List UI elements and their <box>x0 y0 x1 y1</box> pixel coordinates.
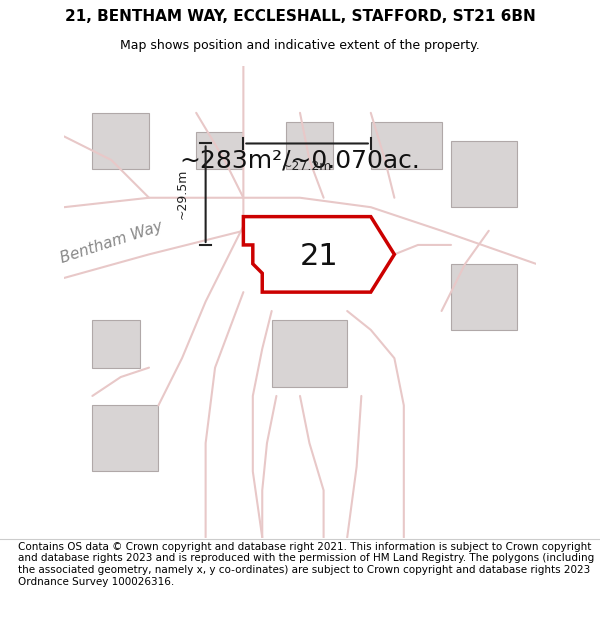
Polygon shape <box>196 132 244 169</box>
Polygon shape <box>244 217 394 292</box>
Text: ~27.2m: ~27.2m <box>282 160 332 173</box>
Polygon shape <box>92 321 140 368</box>
Polygon shape <box>451 264 517 330</box>
Text: 21, BENTHAM WAY, ECCLESHALL, STAFFORD, ST21 6BN: 21, BENTHAM WAY, ECCLESHALL, STAFFORD, S… <box>65 9 535 24</box>
Polygon shape <box>92 406 158 471</box>
Text: ~283m²/~0.070ac.: ~283m²/~0.070ac. <box>179 148 421 172</box>
Text: Bentham Way: Bentham Way <box>58 219 164 266</box>
Polygon shape <box>286 122 333 169</box>
Text: Map shows position and indicative extent of the property.: Map shows position and indicative extent… <box>120 39 480 52</box>
Polygon shape <box>272 321 347 386</box>
Polygon shape <box>92 112 149 169</box>
Text: Contains OS data © Crown copyright and database right 2021. This information is : Contains OS data © Crown copyright and d… <box>18 542 594 587</box>
Text: 21: 21 <box>299 242 338 271</box>
Polygon shape <box>272 226 347 292</box>
Polygon shape <box>371 122 442 169</box>
Polygon shape <box>451 141 517 208</box>
Text: ~29.5m: ~29.5m <box>176 169 189 219</box>
